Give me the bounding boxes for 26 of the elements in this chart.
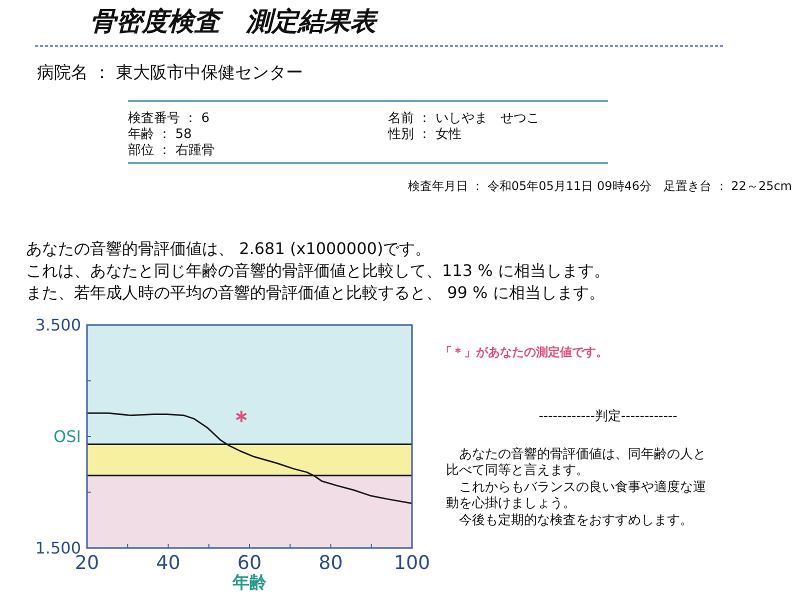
text: あなたの音響的骨評価値は、同年齢の人と bbox=[446, 447, 706, 462]
line-series bbox=[86, 412, 413, 504]
text: これは、あなたと同じ年齢の音響的骨評価値と比較して、113 % に相当します。 bbox=[26, 261, 610, 280]
text: ------------判定------------ bbox=[538, 409, 678, 424]
text: 検査番号 ： 6 bbox=[128, 111, 210, 126]
text: 性別 ： 女性 bbox=[387, 127, 462, 142]
text: 比べて同等と言えます。 bbox=[446, 462, 589, 478]
x-tick-label: 100 bbox=[394, 552, 430, 574]
x-tick-label: 80 bbox=[318, 552, 343, 574]
text: 部位 ： 右踵骨 bbox=[128, 143, 214, 158]
text: また、若年成人時の平均の音響的骨評価値と比較すると、 99 % に相当します。 bbox=[26, 283, 605, 302]
x-axis-title: 年齢 bbox=[232, 573, 268, 593]
text: 今後も定期的な検査をおすすめします。 bbox=[446, 513, 693, 528]
x-tick-label: 40 bbox=[156, 552, 180, 574]
text: これからもバランスの良い食事や適度な運 bbox=[446, 479, 706, 495]
text: 動を心掛けましょう。 bbox=[446, 495, 576, 511]
y-tick-label: OSI bbox=[54, 427, 81, 446]
chart-title: 骨密度検査 測定結果表 bbox=[90, 7, 379, 37]
text: あなたの音響的骨評価値は、 2.681 (x1000000)です。 bbox=[26, 239, 432, 258]
text: 名前 ： いしやま せつこ bbox=[388, 111, 540, 126]
y-tick-label: 3.500 bbox=[35, 316, 81, 335]
text: 病院名 ： 東大阪市中保健センター bbox=[37, 63, 303, 83]
x-tick-label: 60 bbox=[237, 552, 262, 574]
text: 「＊」があなたの測定値です。 bbox=[440, 345, 608, 359]
text: 年齢 ： 58 bbox=[128, 127, 192, 142]
text: 検査年月日 ： 令和05年05月11日 09時46分 足置き台 ： 22～25cm bbox=[408, 179, 792, 193]
